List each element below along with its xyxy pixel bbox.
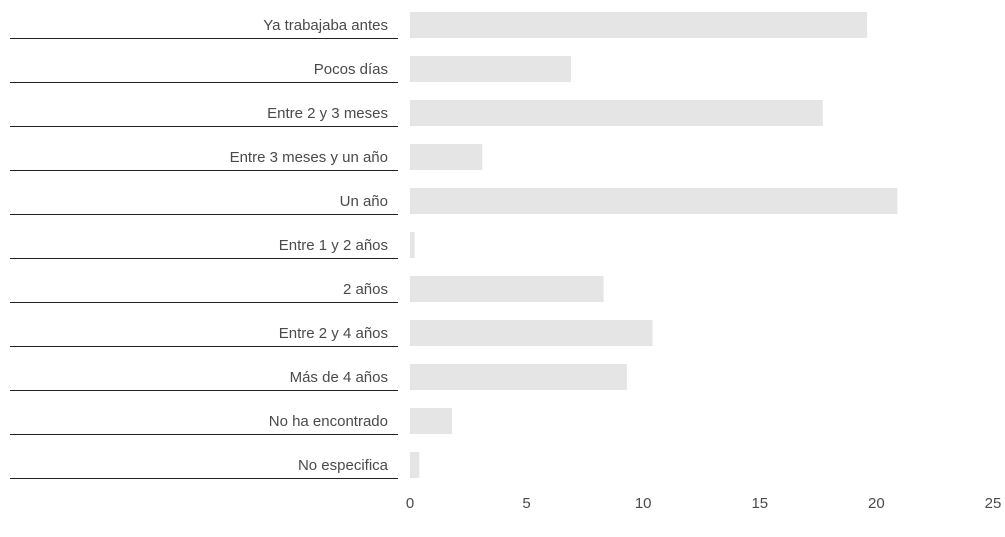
bar — [410, 12, 868, 38]
bar — [410, 408, 452, 434]
category-label: Un año — [340, 193, 388, 210]
bars-group — [410, 12, 898, 478]
bar — [410, 144, 483, 170]
x-tick-label: 5 — [522, 495, 530, 512]
x-tick-label: 20 — [868, 495, 885, 512]
category-labels: Ya trabajaba antes Pocos días Entre 2 y 3 … — [230, 17, 389, 474]
bar — [410, 364, 627, 390]
x-tick-label: 10 — [635, 495, 652, 512]
category-label: Más de 4 años — [290, 369, 388, 386]
bar — [410, 320, 653, 346]
label-underlines — [10, 38, 398, 479]
x-tick-label: 25 — [985, 495, 1002, 512]
bar — [410, 276, 604, 302]
x-tick-label: 0 — [406, 495, 414, 512]
category-label: Entre 3 meses y un año — [230, 149, 388, 166]
category-label: Entre 2 y 4 años — [279, 325, 388, 342]
x-axis-ticks: 0 5 10 15 20 25 — [406, 495, 1002, 512]
category-label: Entre 1 y 2 años — [279, 237, 388, 254]
bar — [410, 56, 571, 82]
category-label: Pocos días — [314, 61, 388, 78]
bar — [410, 452, 420, 478]
bar — [410, 100, 823, 126]
x-tick-label: 15 — [751, 495, 768, 512]
category-label: No especifica — [298, 457, 389, 474]
bar — [410, 188, 898, 214]
category-label: 2 años — [343, 281, 388, 298]
bar — [410, 232, 415, 258]
category-label: Ya trabajaba antes — [263, 17, 388, 34]
category-label: Entre 2 y 3 meses — [267, 105, 388, 122]
category-label: No ha encontrado — [269, 413, 388, 430]
